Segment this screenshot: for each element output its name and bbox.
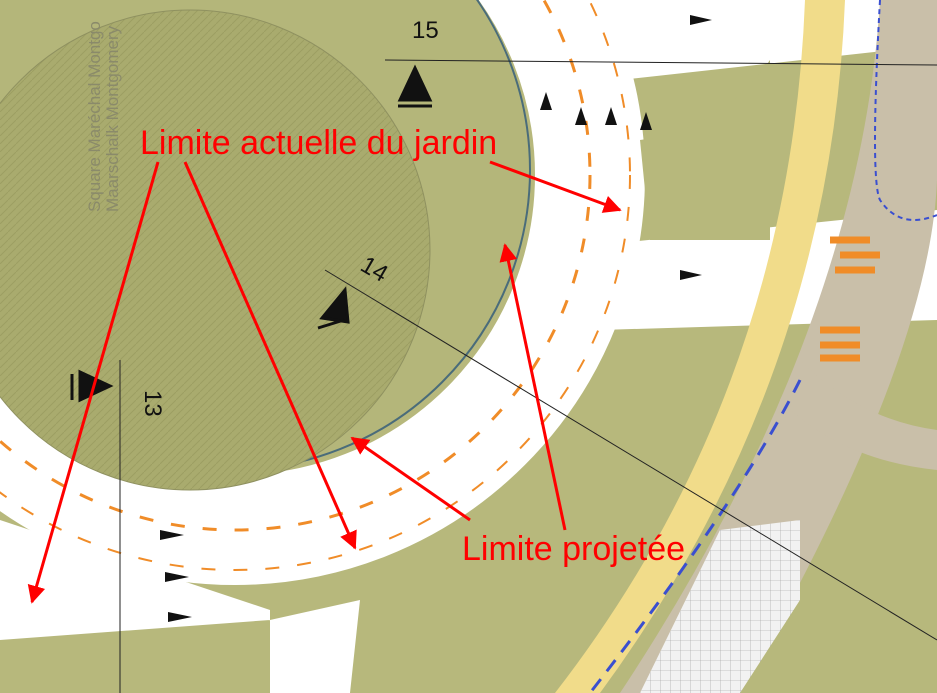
site-plan: 15 14 13 Square Maréchal Montgo Maarscha… xyxy=(0,0,937,693)
section-label: 13 xyxy=(139,390,166,417)
base xyxy=(0,0,937,693)
street-name: Maarschalk Montgomery xyxy=(103,25,122,212)
street-name: Square Maréchal Montgo xyxy=(85,21,104,212)
section-label: 15 xyxy=(412,17,439,44)
annotation: Limite actuelle du jardin xyxy=(140,124,497,162)
annotation: Limite projetée xyxy=(462,530,685,568)
